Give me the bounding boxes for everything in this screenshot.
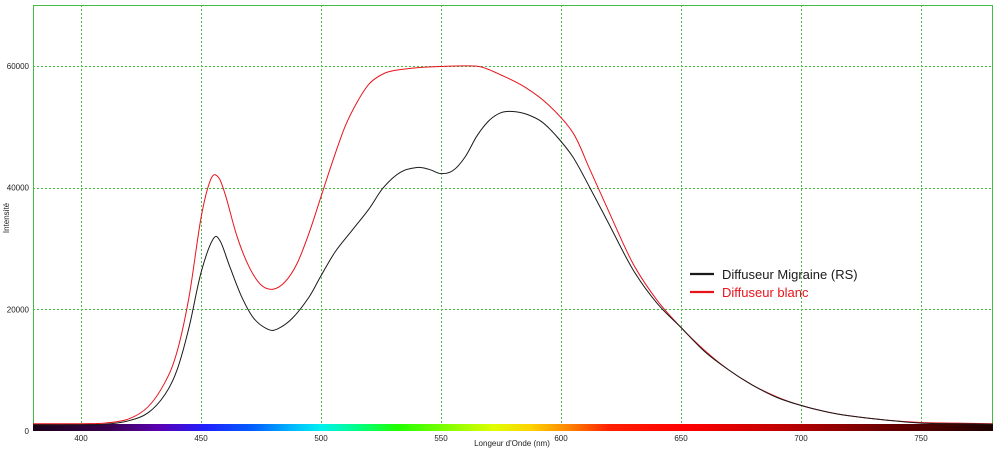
x-tick-label: 550 (434, 434, 448, 443)
series-line-diffuseur-migraine-rs (32, 110, 994, 426)
plot-frame (33, 5, 993, 431)
y-tick-label: 40000 (7, 184, 30, 193)
x-tick-label: 600 (554, 434, 568, 443)
spectrum-bar (33, 424, 993, 431)
grid (33, 5, 993, 431)
legend-label-blanc: Diffuseur blanc (722, 285, 809, 300)
y-axis-title: Intensité (2, 202, 11, 233)
y-tick-label: 20000 (7, 305, 30, 314)
x-tick-labels: 400 450 500 550 600 650 700 750 (74, 434, 928, 443)
y-tick-label: 0 (25, 427, 30, 436)
x-tick-label: 750 (914, 434, 928, 443)
x-axis-title: Longeur d'Onde (nm) (474, 439, 550, 448)
x-tick-label: 500 (314, 434, 328, 443)
x-tick-label: 400 (74, 434, 88, 443)
x-tick-label: 700 (794, 434, 808, 443)
x-tick-label: 450 (194, 434, 208, 443)
legend-label-migraine: Diffuseur Migraine (RS) (722, 267, 858, 282)
legend: Diffuseur Migraine (RS) Diffuseur blanc (690, 267, 858, 300)
series-layer (32, 65, 994, 426)
y-tick-label: 60000 (7, 62, 30, 71)
y-tick-labels: 0 20000 40000 60000 (7, 62, 30, 436)
x-tick-label: 650 (674, 434, 688, 443)
